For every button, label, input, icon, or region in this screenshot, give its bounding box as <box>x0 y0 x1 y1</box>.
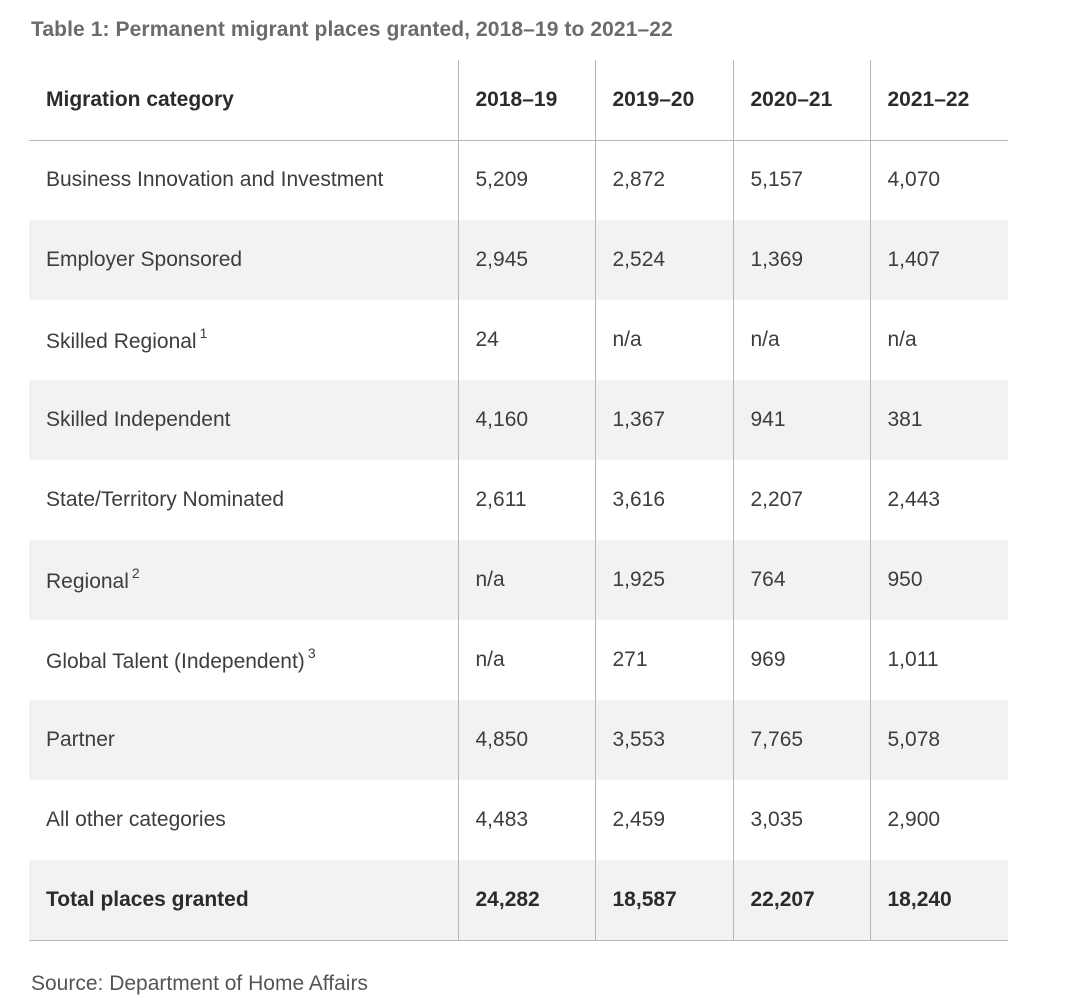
category-label: Business Innovation and Investment <box>46 168 384 192</box>
migration-table: Migration category 2018–19 2019–20 2020–… <box>29 60 1008 941</box>
value-cell: 5,157 <box>732 140 870 220</box>
value-cell: 2,207 <box>732 460 870 540</box>
footnote-marker: 3 <box>307 644 316 661</box>
value-cell: 941 <box>732 380 870 460</box>
category-label: Employer Sponsored <box>46 248 243 271</box>
value-cell: 950 <box>869 540 1008 620</box>
value-cell: 764 <box>732 540 870 620</box>
category-cell: State/Territory Nominated <box>29 460 458 540</box>
category-label: Regional <box>46 569 129 593</box>
value-cell: 1,407 <box>869 220 1008 300</box>
value-cell: 4,850 <box>457 700 595 780</box>
table-title: Table 1: Permanent migrant places grante… <box>31 18 673 41</box>
value-cell: 2,945 <box>457 220 595 300</box>
value-cell: 271 <box>594 620 733 700</box>
value-cell: n/a <box>457 620 595 700</box>
table-row: Regional 2 n/a 1,925 764 950 <box>29 540 1008 620</box>
column-header-2020-21: 2020–21 <box>732 60 870 141</box>
value-cell: 2,872 <box>594 140 733 220</box>
table-row: Skilled Regional 1 24 n/a n/a n/a <box>29 300 1008 380</box>
category-cell: Employer Sponsored <box>29 220 458 300</box>
category-cell: Regional 2 <box>29 540 458 620</box>
table-row: State/Territory Nominated 2,611 3,616 2,… <box>29 460 1008 540</box>
value-cell: 2,900 <box>869 780 1008 860</box>
total-value-cell: 18,587 <box>594 860 733 941</box>
category-cell: Partner <box>29 700 458 780</box>
column-header-2018-19: 2018–19 <box>457 60 595 141</box>
value-cell: 24 <box>457 300 595 380</box>
category-cell: Business Innovation and Investment <box>29 140 458 220</box>
total-row: Total places granted 24,282 18,587 22,20… <box>29 860 1008 941</box>
category-label: State/Territory Nominated <box>46 488 285 511</box>
value-cell: 7,765 <box>732 700 870 780</box>
value-cell: 1,011 <box>869 620 1008 700</box>
value-cell: 381 <box>869 380 1008 460</box>
value-cell: 4,483 <box>457 780 595 860</box>
value-cell: 3,616 <box>594 460 733 540</box>
footnote-marker: 2 <box>131 564 140 581</box>
value-cell: 5,209 <box>457 140 595 220</box>
value-cell: 4,070 <box>869 140 1008 220</box>
table-row: Skilled Independent 4,160 1,367 941 381 <box>29 380 1008 460</box>
table-row: Partner 4,850 3,553 7,765 5,078 <box>29 700 1008 780</box>
category-label: All other categories <box>46 808 226 831</box>
value-cell: 1,367 <box>594 380 733 460</box>
value-cell: 2,459 <box>594 780 733 860</box>
value-cell: 3,035 <box>732 780 870 860</box>
value-cell: 3,553 <box>594 700 733 780</box>
value-cell: 2,443 <box>869 460 1008 540</box>
category-label: Partner <box>46 728 115 751</box>
table-row: Business Innovation and Investment 5,209… <box>29 140 1008 220</box>
category-label: Skilled Regional <box>46 329 197 353</box>
value-cell: 1,925 <box>594 540 733 620</box>
category-cell: Skilled Independent <box>29 380 458 460</box>
category-cell: Global Talent (Independent) 3 <box>29 620 458 700</box>
total-value-cell: 24,282 <box>457 860 595 941</box>
value-cell: n/a <box>869 300 1008 380</box>
value-cell: 2,524 <box>594 220 733 300</box>
table-header-row: Migration category 2018–19 2019–20 2020–… <box>29 60 1008 141</box>
category-label: Global Talent (Independent) <box>46 649 305 673</box>
value-cell: n/a <box>594 300 733 380</box>
table-row: Employer Sponsored 2,945 2,524 1,369 1,4… <box>29 220 1008 300</box>
value-cell: n/a <box>457 540 595 620</box>
total-value-cell: 18,240 <box>869 860 1008 941</box>
table-row: All other categories 4,483 2,459 3,035 2… <box>29 780 1008 860</box>
value-cell: 5,078 <box>869 700 1008 780</box>
table-row: Global Talent (Independent) 3 n/a 271 969… <box>29 620 1008 700</box>
column-header-category: Migration category <box>29 60 458 141</box>
value-cell: 2,611 <box>457 460 595 540</box>
footnote-marker: 1 <box>199 324 208 341</box>
category-label: Skilled Independent <box>46 408 231 431</box>
value-cell: 1,369 <box>732 220 870 300</box>
value-cell: n/a <box>732 300 870 380</box>
total-label: Total places granted <box>29 860 458 941</box>
column-header-2021-22: 2021–22 <box>869 60 1008 141</box>
category-cell: Skilled Regional 1 <box>29 300 458 380</box>
column-header-2019-20: 2019–20 <box>594 60 733 141</box>
source-note: Source: Department of Home Affairs <box>31 972 368 995</box>
category-cell: All other categories <box>29 780 458 860</box>
total-value-cell: 22,207 <box>732 860 870 941</box>
value-cell: 4,160 <box>457 380 595 460</box>
value-cell: 969 <box>732 620 870 700</box>
